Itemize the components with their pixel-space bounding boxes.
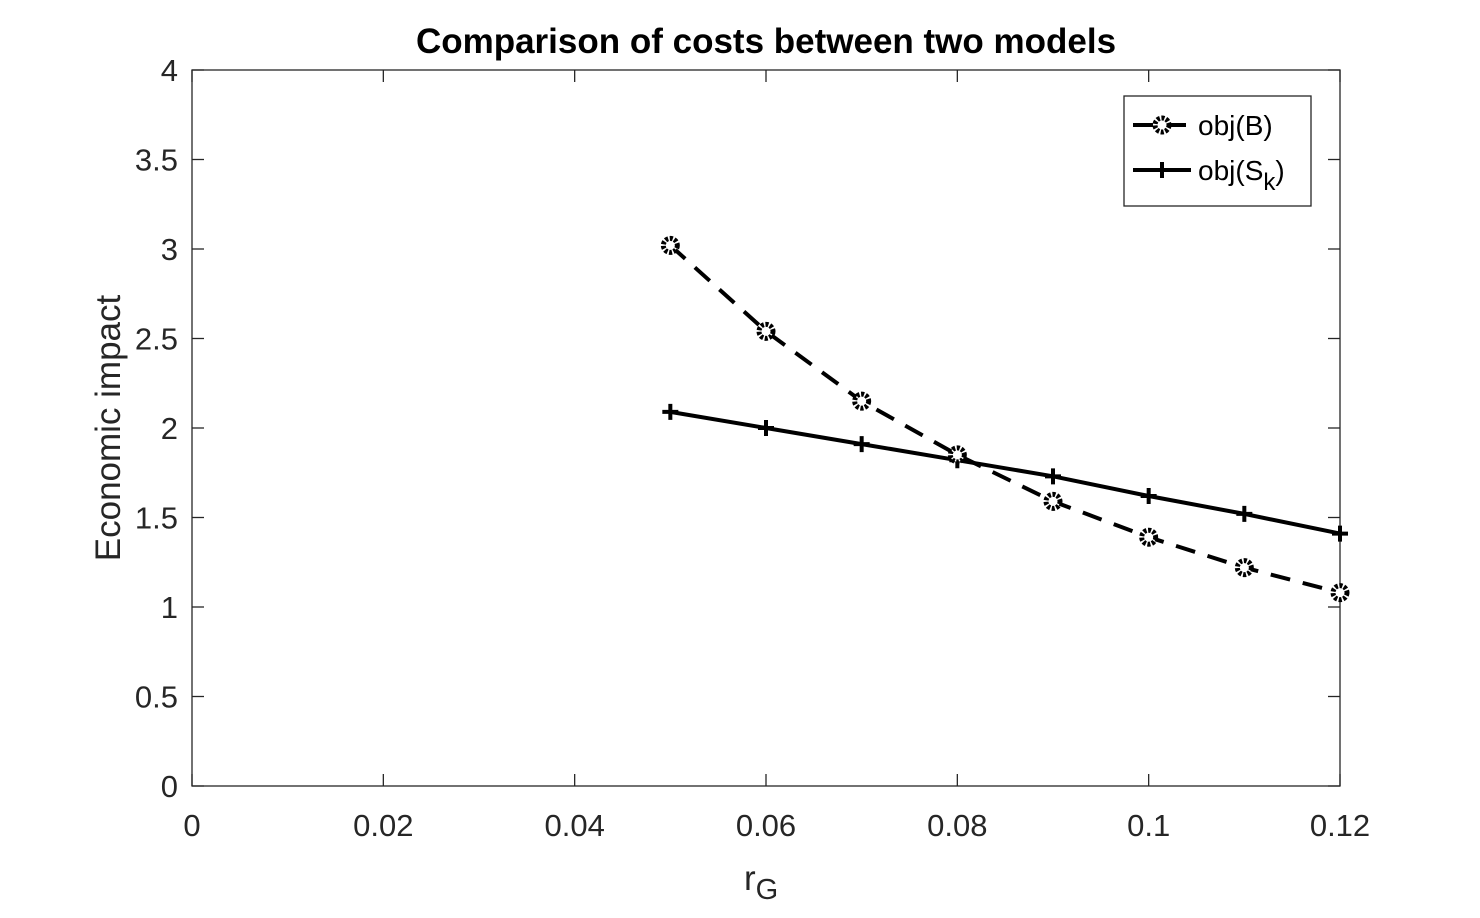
legend-marker bbox=[1152, 115, 1172, 135]
legend-label-obj-sk: obj(Sk) bbox=[1198, 155, 1285, 196]
data-point bbox=[1330, 583, 1350, 603]
x-axis-ticks: 0 0.02 0.04 0.06 0.08 0.1 0.12 bbox=[183, 70, 1370, 843]
data-point bbox=[1045, 468, 1061, 485]
plot-frame bbox=[191, 69, 1341, 787]
data-point bbox=[1234, 558, 1254, 578]
x-tick-label: 0 bbox=[183, 808, 200, 843]
data-point bbox=[756, 321, 776, 341]
legend: obj(B) obj(Sk) bbox=[1123, 95, 1312, 207]
data-point bbox=[947, 445, 967, 465]
x-tick-label: 0.04 bbox=[544, 808, 604, 843]
series-line bbox=[668, 243, 1341, 595]
data-point bbox=[1332, 525, 1348, 542]
data-point bbox=[660, 235, 680, 255]
data-point bbox=[1140, 488, 1157, 505]
data-point bbox=[758, 420, 774, 436]
x-tick-label: 0.1 bbox=[1127, 808, 1170, 843]
y-tick-label: 4 bbox=[161, 53, 178, 88]
data-point bbox=[853, 436, 870, 453]
y-axis-label: Economic impact bbox=[89, 294, 128, 561]
legend-label-obj-b: obj(B) bbox=[1198, 110, 1273, 141]
y-tick-label: 1.5 bbox=[135, 501, 178, 536]
x-tick-label: 0.06 bbox=[736, 808, 796, 843]
legend-entries bbox=[1133, 115, 1191, 178]
y-tick-label: 0.5 bbox=[135, 680, 178, 715]
y-tick-label: 2.5 bbox=[135, 322, 178, 357]
series-0 bbox=[660, 235, 1350, 603]
x-tick-label: 0.02 bbox=[353, 808, 413, 843]
data-point bbox=[1043, 491, 1063, 511]
y-tick-label: 1 bbox=[161, 590, 178, 625]
legend-marker bbox=[1154, 162, 1170, 178]
data-point bbox=[1139, 527, 1159, 547]
y-tick-label: 0 bbox=[161, 769, 178, 804]
chart-title: Comparison of costs between two models bbox=[416, 22, 1116, 61]
x-axis-label-main: r bbox=[744, 859, 756, 898]
y-tick-label: 3 bbox=[161, 232, 178, 267]
data-point bbox=[662, 403, 679, 420]
x-axis-label-subscript: G bbox=[756, 874, 779, 906]
series-line bbox=[669, 409, 1341, 536]
series-layer bbox=[660, 235, 1350, 603]
y-axis-label-text: Economic impact bbox=[89, 294, 128, 561]
data-point bbox=[852, 391, 872, 411]
x-tick-label: 0.12 bbox=[1310, 808, 1370, 843]
legend-box bbox=[1123, 95, 1312, 207]
x-axis-label: rG bbox=[744, 859, 778, 906]
y-axis-ticks: 0 0.5 1 1.5 2 2.5 3 3.5 4 bbox=[135, 53, 1340, 804]
data-point bbox=[1236, 505, 1253, 522]
y-tick-label: 3.5 bbox=[135, 143, 178, 178]
y-tick-label: 2 bbox=[161, 411, 178, 446]
x-tick-label: 0.08 bbox=[927, 808, 987, 843]
